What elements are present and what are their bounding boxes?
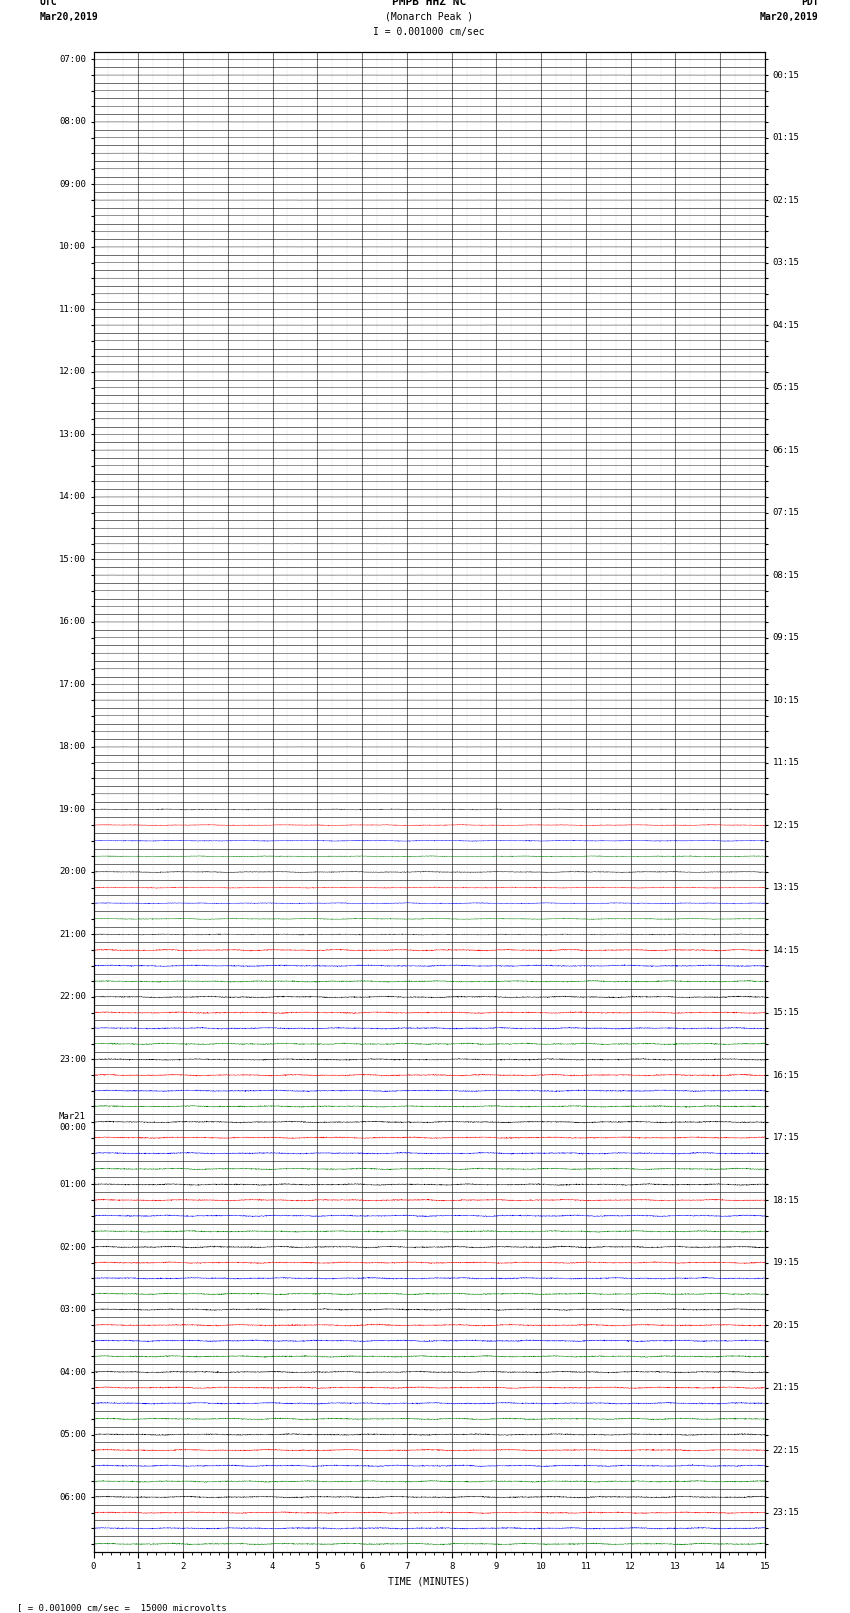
Text: Mar20,2019: Mar20,2019 — [760, 11, 819, 21]
Text: Mar20,2019: Mar20,2019 — [40, 11, 99, 21]
Text: PDT: PDT — [801, 0, 819, 6]
Text: I = 0.001000 cm/sec: I = 0.001000 cm/sec — [373, 27, 485, 37]
Text: UTC: UTC — [40, 0, 58, 6]
Text: PMPB HHZ NC: PMPB HHZ NC — [392, 0, 467, 6]
Text: (Monarch Peak ): (Monarch Peak ) — [385, 11, 473, 21]
X-axis label: TIME (MINUTES): TIME (MINUTES) — [388, 1576, 470, 1587]
Text: [ = 0.001000 cm/sec =  15000 microvolts: [ = 0.001000 cm/sec = 15000 microvolts — [17, 1603, 227, 1611]
